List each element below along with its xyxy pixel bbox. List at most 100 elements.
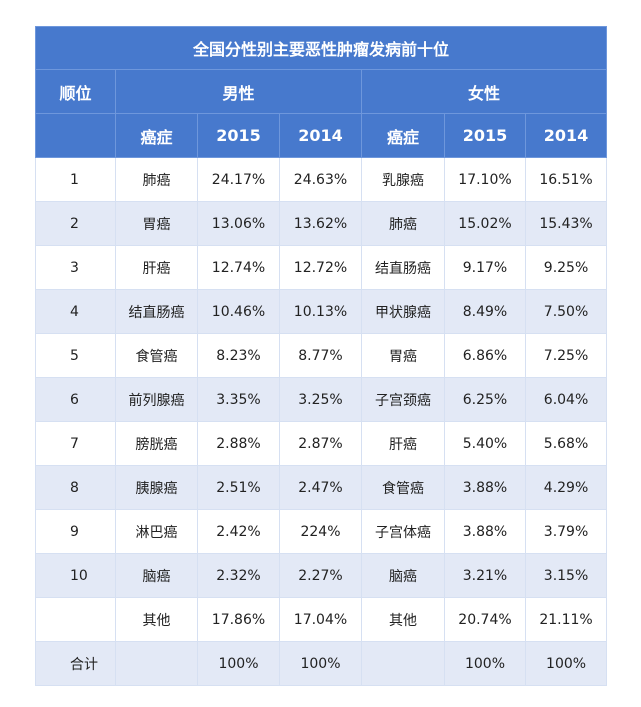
- female-2015-cell: 17.10%: [444, 157, 526, 202]
- table-title: 全国分性别主要恶性肿瘤发病前十位: [34, 26, 608, 70]
- male-cancer-cell: 前列腺癌: [115, 377, 198, 422]
- male-cancer-header: 癌症: [115, 113, 198, 158]
- rank-cell: 4: [35, 289, 116, 334]
- female-cancer-cell: 子宫体癌: [361, 509, 445, 554]
- rank-header: 顺位: [35, 69, 116, 114]
- table-row: 2 胃癌 13.06% 13.62% 肺癌 15.02% 15.43%: [35, 201, 608, 246]
- female-cancer-cell: 食管癌: [361, 465, 445, 510]
- female-cancer-cell: 脑癌: [361, 553, 445, 598]
- male-cancer-cell: 淋巴癌: [115, 509, 198, 554]
- female-cancer-cell: 子宫颈癌: [361, 377, 445, 422]
- male-cancer-cell: 胰腺癌: [115, 465, 198, 510]
- male-cancer-cell: 胃癌: [115, 201, 198, 246]
- male-2014-cell: 2.47%: [279, 465, 362, 510]
- table-row: 5 食管癌 8.23% 8.77% 胃癌 6.86% 7.25%: [35, 333, 608, 378]
- male-2014-cell: 17.04%: [279, 597, 362, 642]
- male-cancer-cell: 脑癌: [115, 553, 198, 598]
- male-header: 男性: [115, 69, 362, 114]
- male-2014-header: 2014: [279, 113, 362, 158]
- female-2015-cell: 6.25%: [444, 377, 526, 422]
- female-cancer-cell: 甲状腺癌: [361, 289, 445, 334]
- male-2015-cell: 2.51%: [197, 465, 280, 510]
- rank-cell: [35, 597, 116, 642]
- female-2014-cell: 7.50%: [524, 289, 608, 334]
- female-2014-header: 2014: [524, 113, 608, 158]
- female-header: 女性: [360, 69, 608, 114]
- female-2015-cell: 6.86%: [444, 333, 526, 378]
- female-2015-cell: 3.88%: [444, 465, 526, 510]
- male-2015-cell: 24.17%: [197, 157, 280, 202]
- cancer-incidence-table: 全国分性别主要恶性肿瘤发病前十位 顺位 男性 女性 癌症 2015 2014 癌…: [34, 26, 608, 686]
- male-2014-cell: 224%: [279, 509, 362, 554]
- header-row-2: 癌症 2015 2014 癌症 2015 2014: [35, 113, 608, 158]
- female-2015-cell: 15.02%: [444, 201, 526, 246]
- male-2014-cell: 2.87%: [279, 421, 362, 466]
- male-2015-cell: 3.35%: [197, 377, 280, 422]
- female-2014-cell: 9.25%: [524, 245, 608, 290]
- male-2014-cell: 24.63%: [279, 157, 362, 202]
- rank-cell: 10: [35, 553, 116, 598]
- female-2015-header: 2015: [444, 113, 526, 158]
- female-2014-cell: 6.04%: [524, 377, 608, 422]
- rank-cell: 6: [35, 377, 116, 422]
- male-2015-cell: 2.88%: [197, 421, 280, 466]
- male-2015-cell: 10.46%: [197, 289, 280, 334]
- table-row: 7 膀胱癌 2.88% 2.87% 肝癌 5.40% 5.68%: [35, 421, 608, 466]
- table-row: 3 肝癌 12.74% 12.72% 结直肠癌 9.17% 9.25%: [35, 245, 608, 290]
- female-2015-cell: 5.40%: [444, 421, 526, 466]
- female-cancer-cell: 其他: [361, 597, 445, 642]
- male-2014-cell: 10.13%: [279, 289, 362, 334]
- male-cancer-cell: 其他: [115, 597, 198, 642]
- male-2014-cell: 3.25%: [279, 377, 362, 422]
- table-row: 8 胰腺癌 2.51% 2.47% 食管癌 3.88% 4.29%: [35, 465, 608, 510]
- male-cancer-cell: 膀胱癌: [115, 421, 198, 466]
- male-cancer-cell: 肝癌: [115, 245, 198, 290]
- header-row-1: 顺位 男性 女性: [35, 69, 608, 114]
- table-row: 合计 100% 100% 100% 100%: [35, 641, 608, 686]
- male-2015-cell: 100%: [197, 641, 280, 686]
- rank-cell: 合计: [35, 641, 116, 686]
- female-cancer-cell: [361, 641, 445, 686]
- table-row: 6 前列腺癌 3.35% 3.25% 子宫颈癌 6.25% 6.04%: [35, 377, 608, 422]
- male-2014-cell: 12.72%: [279, 245, 362, 290]
- female-cancer-cell: 乳腺癌: [361, 157, 445, 202]
- table-row: 其他 17.86% 17.04% 其他 20.74% 21.11%: [35, 597, 608, 642]
- female-2014-cell: 3.15%: [524, 553, 608, 598]
- male-cancer-cell: 食管癌: [115, 333, 198, 378]
- female-2014-cell: 7.25%: [524, 333, 608, 378]
- female-2014-cell: 3.79%: [524, 509, 608, 554]
- table-row: 9 淋巴癌 2.42% 224% 子宫体癌 3.88% 3.79%: [35, 509, 608, 554]
- male-cancer-cell: 肺癌: [115, 157, 198, 202]
- male-2015-cell: 13.06%: [197, 201, 280, 246]
- female-2015-cell: 20.74%: [444, 597, 526, 642]
- male-cancer-cell: 结直肠癌: [115, 289, 198, 334]
- male-2014-cell: 8.77%: [279, 333, 362, 378]
- rank-cell: 3: [35, 245, 116, 290]
- female-cancer-cell: 肝癌: [361, 421, 445, 466]
- female-cancer-cell: 肺癌: [361, 201, 445, 246]
- female-2015-cell: 100%: [444, 641, 526, 686]
- table-row: 4 结直肠癌 10.46% 10.13% 甲状腺癌 8.49% 7.50%: [35, 289, 608, 334]
- female-cancer-cell: 结直肠癌: [361, 245, 445, 290]
- female-2014-cell: 100%: [524, 641, 608, 686]
- female-2015-cell: 3.88%: [444, 509, 526, 554]
- rank-cell: 1: [35, 157, 116, 202]
- male-2015-cell: 17.86%: [197, 597, 280, 642]
- female-2015-cell: 3.21%: [444, 553, 526, 598]
- female-cancer-cell: 胃癌: [361, 333, 445, 378]
- male-2015-cell: 2.42%: [197, 509, 280, 554]
- table-row: 10 脑癌 2.32% 2.27% 脑癌 3.21% 3.15%: [35, 553, 608, 598]
- rank-header-empty: [35, 113, 116, 158]
- male-2014-cell: 2.27%: [279, 553, 362, 598]
- rank-cell: 2: [35, 201, 116, 246]
- female-2014-cell: 5.68%: [524, 421, 608, 466]
- female-2014-cell: 16.51%: [524, 157, 608, 202]
- male-2015-cell: 8.23%: [197, 333, 280, 378]
- male-cancer-cell: [115, 641, 198, 686]
- female-2014-cell: 15.43%: [524, 201, 608, 246]
- male-2015-cell: 12.74%: [197, 245, 280, 290]
- rank-cell: 7: [35, 421, 116, 466]
- cancer-incidence-table-container: 全国分性别主要恶性肿瘤发病前十位 顺位 男性 女性 癌症 2015 2014 癌…: [34, 26, 608, 686]
- female-2014-cell: 4.29%: [524, 465, 608, 510]
- female-2014-cell: 21.11%: [524, 597, 608, 642]
